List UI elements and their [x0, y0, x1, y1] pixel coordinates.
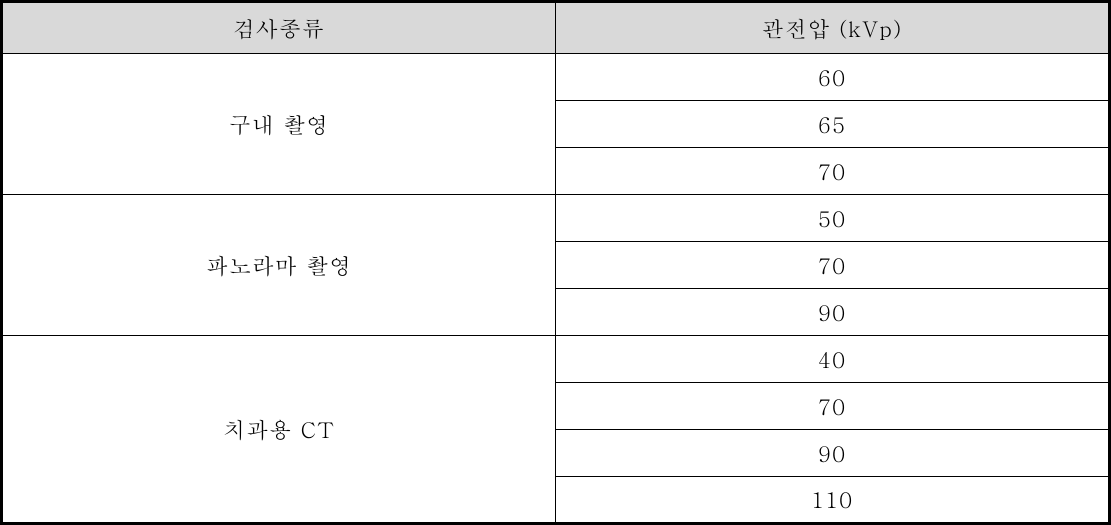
voltage-cell: 60 — [556, 54, 1110, 101]
exam-voltage-table: 검사종류 관전압 (kVp) 구내 촬영 60 65 70 파노라마 촬영 50… — [0, 0, 1111, 525]
table-container: 검사종류 관전압 (kVp) 구내 촬영 60 65 70 파노라마 촬영 50… — [0, 0, 1111, 525]
voltage-cell: 70 — [556, 148, 1110, 195]
voltage-cell: 70 — [556, 383, 1110, 430]
header-row: 검사종류 관전압 (kVp) — [2, 2, 1110, 54]
voltage-cell: 65 — [556, 101, 1110, 148]
table-row: 구내 촬영 60 — [2, 54, 1110, 101]
voltage-cell: 90 — [556, 289, 1110, 336]
exam-type-cell: 파노라마 촬영 — [2, 195, 556, 336]
exam-type-cell: 구내 촬영 — [2, 54, 556, 195]
table-row: 치과용 CT 40 — [2, 336, 1110, 383]
voltage-cell: 110 — [556, 477, 1110, 524]
header-voltage: 관전압 (kVp) — [556, 2, 1110, 54]
table-row: 파노라마 촬영 50 — [2, 195, 1110, 242]
voltage-cell: 90 — [556, 430, 1110, 477]
table-body: 구내 촬영 60 65 70 파노라마 촬영 50 70 90 치과용 CT — [2, 54, 1110, 524]
voltage-cell: 50 — [556, 195, 1110, 242]
exam-type-cell: 치과용 CT — [2, 336, 556, 524]
voltage-cell: 70 — [556, 242, 1110, 289]
header-exam-type: 검사종류 — [2, 2, 556, 54]
voltage-cell: 40 — [556, 336, 1110, 383]
